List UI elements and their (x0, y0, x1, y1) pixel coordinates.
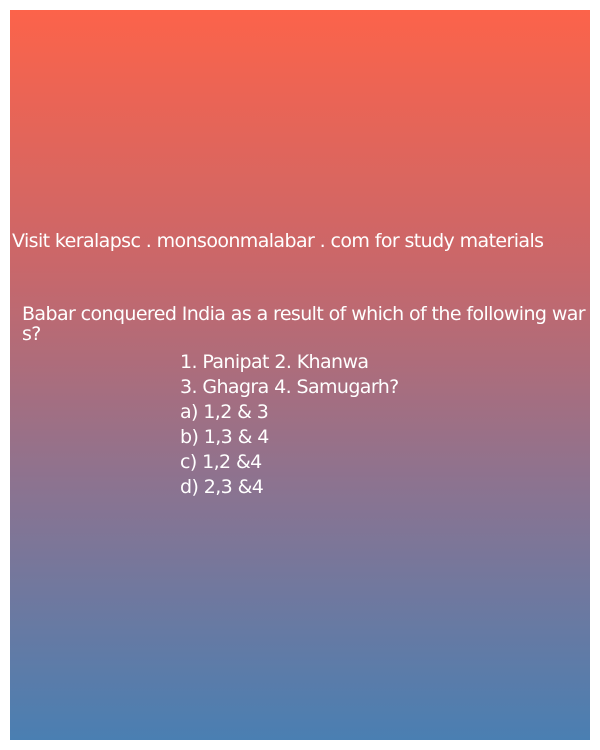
quiz-card: Visit keralapsc . monsoonmalabar . com f… (10, 10, 590, 740)
question-line: c) 1,2 &4 (180, 451, 262, 473)
question-line: 3. Ghagra 4. Samugarh? (180, 376, 399, 398)
question-text: Babar conquered India as a result of whi… (22, 303, 586, 345)
question-line: d) 2,3 &4 (180, 476, 264, 498)
question-lines: 1. Panipat 2. Khanwa 3. Ghagra 4. Samugar… (180, 350, 580, 500)
question-line: b) 1,3 & 4 (180, 426, 269, 448)
header-text: Visit keralapsc . monsoonmalabar . com f… (12, 230, 544, 252)
question-line: 1. Panipat 2. Khanwa (180, 351, 369, 373)
question-line: a) 1,2 & 3 (180, 401, 269, 423)
